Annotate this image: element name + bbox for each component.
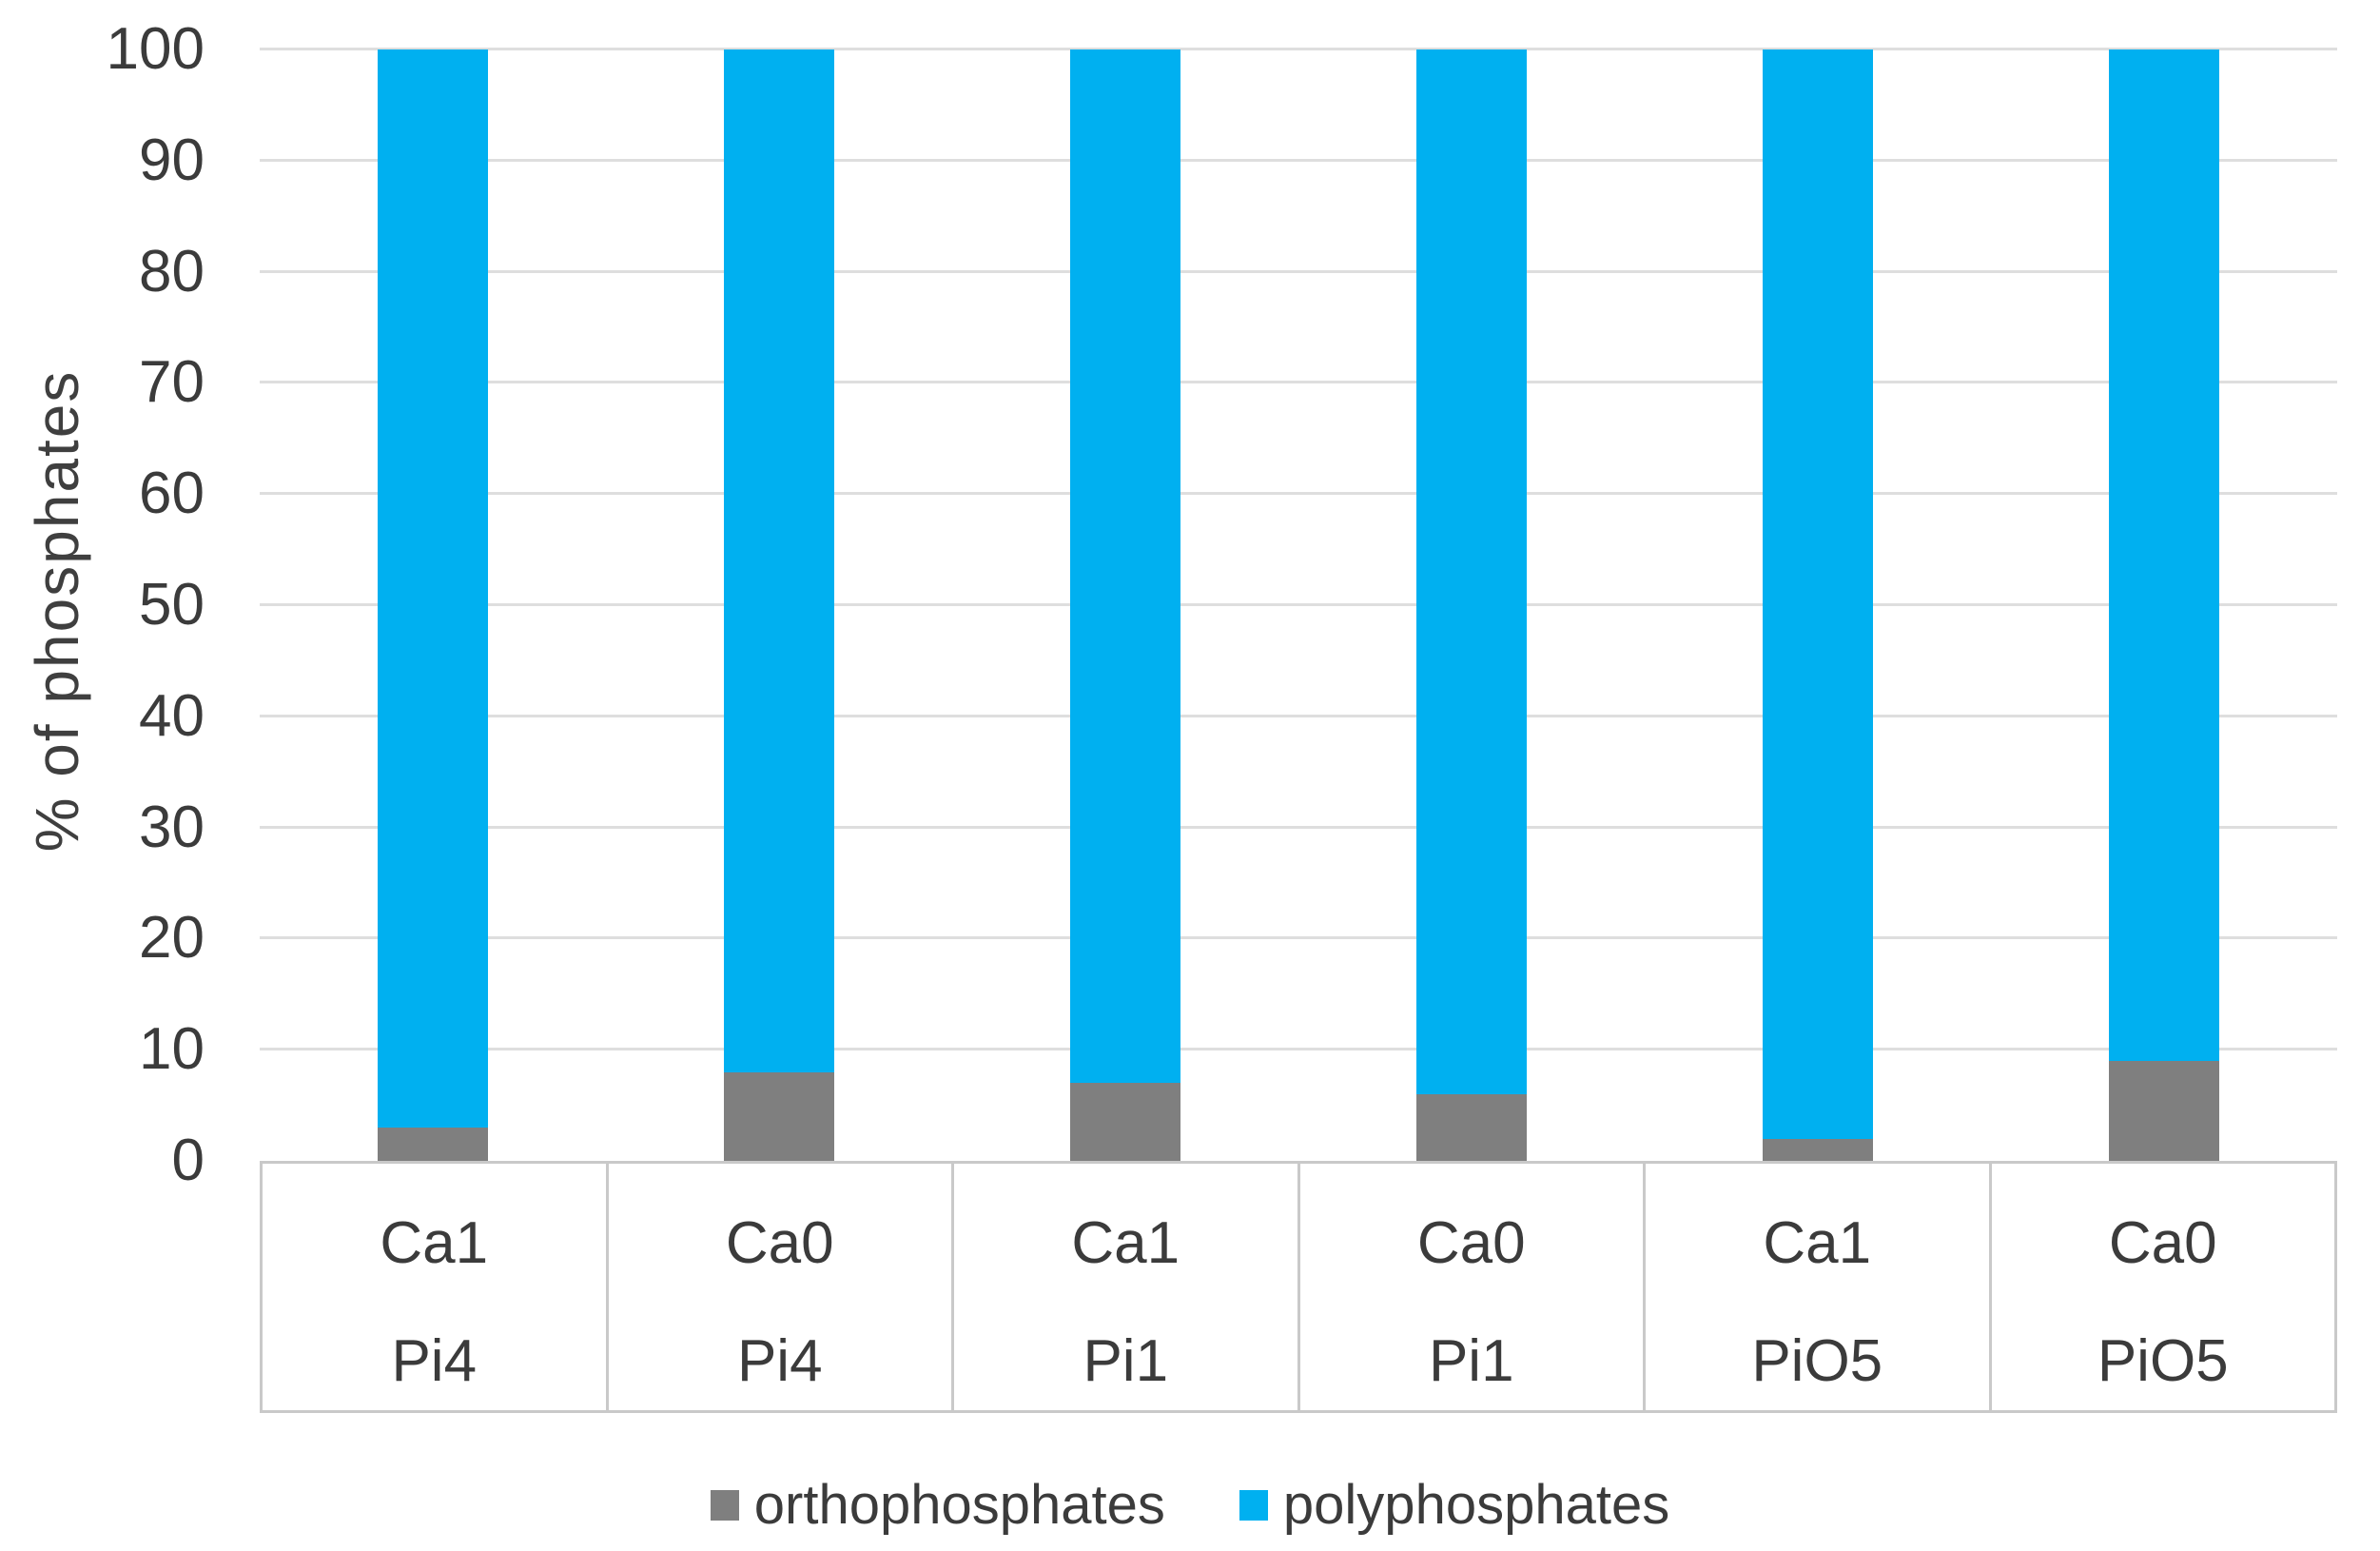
legend: orthophosphates polyphosphates (0, 1473, 2380, 1537)
category-label-pi: Pi4 (391, 1328, 478, 1394)
bar-segment-orthophosphates (1763, 1138, 1873, 1161)
category-cell: Ca0 PiO5 (1992, 1164, 2335, 1410)
bar-segment-polyphosphates (1763, 49, 1873, 1139)
y-axis-tick-label: 0 (171, 1128, 205, 1193)
y-axis-tick-labels: 0 10 20 30 40 50 60 70 80 90 100 (0, 20, 205, 1190)
category-cell: Ca0 Pi1 (1300, 1164, 1646, 1410)
category-label-pi: PiO5 (2097, 1328, 2229, 1394)
category-label-ca: Ca0 (2108, 1210, 2217, 1276)
y-axis-tick-label: 90 (139, 127, 205, 193)
y-axis-tick-label: 40 (139, 682, 205, 749)
gridline (260, 158, 2337, 162)
y-axis-tick-label: 100 (106, 16, 205, 82)
bar-segment-orthophosphates (1416, 1093, 1527, 1161)
bar-cell (1645, 49, 1991, 1161)
bar-segment-polyphosphates (1070, 49, 1180, 1084)
stacked-bar (378, 49, 488, 1161)
category-label-pi: Pi1 (1428, 1328, 1514, 1394)
legend-label: orthophosphates (753, 1474, 1165, 1536)
stacked-bar (1070, 49, 1180, 1161)
bar-cell (606, 49, 952, 1161)
category-cell: Ca0 Pi4 (609, 1164, 954, 1410)
category-label-ca: Ca0 (1416, 1210, 1526, 1276)
bar-segment-polyphosphates (378, 49, 488, 1128)
legend-item: polyphosphates (1239, 1473, 1669, 1537)
gridline (260, 825, 2337, 829)
bar-segment-orthophosphates (2109, 1060, 2219, 1161)
legend-swatch-icon (1239, 1489, 1268, 1521)
category-cell: Ca1 PiO5 (1646, 1164, 1992, 1410)
category-label-ca: Ca1 (380, 1210, 489, 1276)
legend-label: polyphosphates (1282, 1474, 1670, 1536)
gridline (260, 936, 2337, 940)
legend-item: orthophosphates (710, 1473, 1165, 1537)
stacked-bar (1416, 49, 1527, 1161)
gridline (260, 1048, 2337, 1051)
bar-cell (1991, 49, 2337, 1161)
gridline (260, 269, 2337, 273)
category-label-pi: Pi1 (1083, 1328, 1169, 1394)
y-axis-tick-label: 80 (139, 238, 205, 304)
category-label-ca: Ca0 (725, 1210, 834, 1276)
y-axis-tick-label: 10 (139, 1016, 205, 1083)
y-axis-tick-label: 60 (139, 461, 205, 527)
gridline (260, 603, 2337, 606)
y-axis-tick-label: 70 (139, 349, 205, 416)
legend-swatch-icon (710, 1489, 739, 1521)
category-label-ca: Ca1 (1763, 1210, 1872, 1276)
category-label-ca: Ca1 (1071, 1210, 1180, 1276)
category-cell: Ca1 Pi4 (263, 1164, 609, 1410)
category-cell: Ca1 Pi1 (954, 1164, 1300, 1410)
y-axis-tick-label: 20 (139, 905, 205, 972)
bar-cell (260, 49, 606, 1161)
category-label-pi: PiO5 (1751, 1328, 1883, 1394)
bars-container (260, 49, 2337, 1161)
bar-segment-polyphosphates (2109, 49, 2219, 1061)
stacked-bar (2109, 49, 2219, 1161)
gridline (260, 492, 2337, 496)
bar-segment-orthophosphates (378, 1127, 488, 1161)
bar-cell (952, 49, 1298, 1161)
gridline (260, 48, 2337, 50)
y-axis-tick-label: 30 (139, 794, 205, 860)
y-axis-tick-label: 50 (139, 572, 205, 638)
bar-segment-orthophosphates (1070, 1083, 1180, 1161)
bar-segment-polyphosphates (1416, 49, 1527, 1094)
category-label-pi: Pi4 (736, 1328, 823, 1394)
gridline (260, 381, 2337, 384)
plot-area (260, 48, 2337, 1164)
x-axis-category-band: Ca1 Pi4 Ca0 Pi4 Ca1 Pi1 Ca0 Pi1 Ca1 PiO5… (260, 1164, 2337, 1413)
bar-segment-polyphosphates (724, 49, 834, 1072)
bar-segment-orthophosphates (724, 1071, 834, 1161)
gridline (260, 714, 2337, 717)
bar-cell (1298, 49, 1645, 1161)
stacked-bar (1763, 49, 1873, 1161)
stacked-bar (724, 49, 834, 1161)
